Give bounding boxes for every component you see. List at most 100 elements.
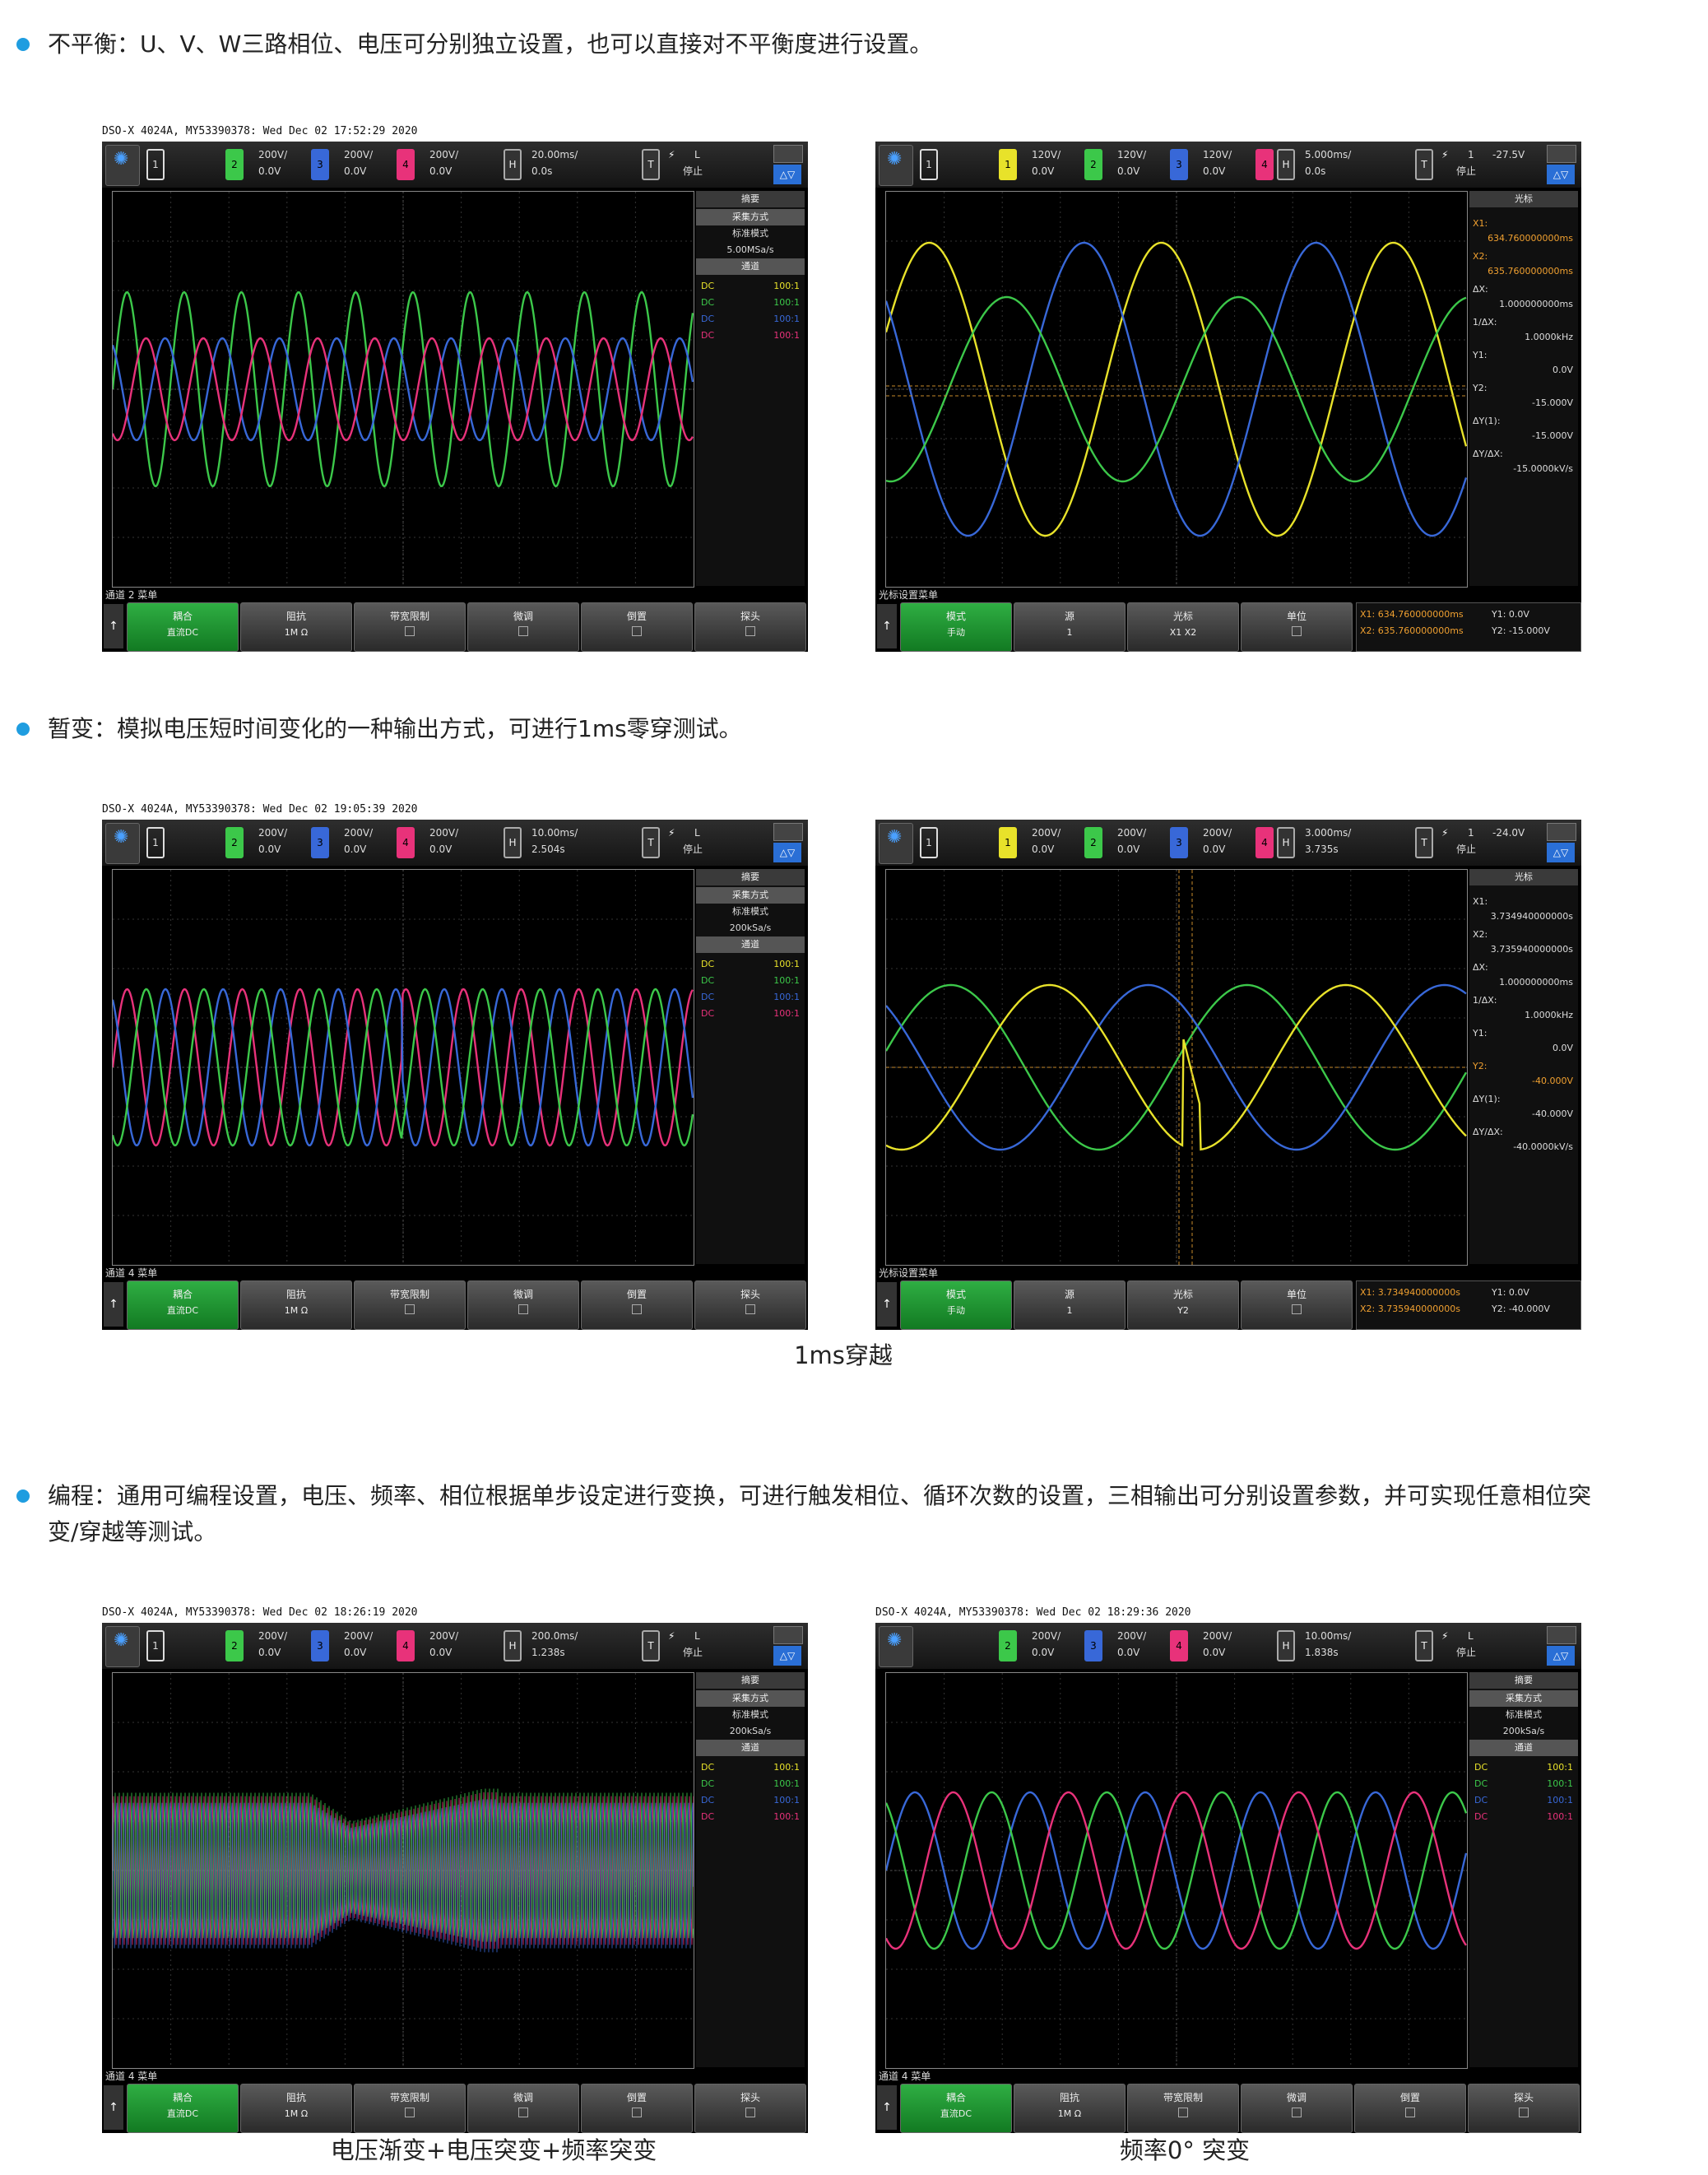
horizontal-button[interactable]: H (1277, 149, 1295, 180)
checkbox-icon[interactable] (1519, 2108, 1529, 2117)
checkbox-icon[interactable] (632, 2108, 642, 2117)
checkbox-icon[interactable] (405, 626, 415, 636)
trigger-button[interactable]: T (1415, 149, 1433, 180)
softkey-button[interactable]: 光标 X1 X2 (1127, 602, 1239, 652)
channel-button[interactable]: 4 (397, 149, 415, 180)
channel-button[interactable]: 4 (1255, 827, 1274, 858)
back-arrow-icon[interactable]: ↑ (877, 604, 897, 648)
softkey-button[interactable]: 带宽限制 (354, 2084, 466, 2133)
channel-button[interactable]: 3 (1170, 827, 1188, 858)
softkey-button[interactable]: 微调 (1241, 2084, 1353, 2133)
trigger-button[interactable]: T (1415, 1630, 1433, 1661)
checkbox-icon[interactable] (1292, 1304, 1302, 1314)
channel-button[interactable]: 2 (1084, 149, 1102, 180)
channel-button[interactable]: 2 (225, 827, 244, 858)
channel-button[interactable]: 3 (1170, 149, 1188, 180)
checkbox-icon[interactable] (632, 626, 642, 636)
trigger-button[interactable]: T (1415, 827, 1433, 858)
checkbox-icon[interactable] (745, 2108, 755, 2117)
softkey-button[interactable]: 耦合 直流DC (127, 1280, 239, 1330)
checkbox-icon[interactable] (405, 2108, 415, 2117)
horizontal-button[interactable]: H (504, 827, 522, 858)
softkey-button[interactable]: 单位 (1241, 602, 1353, 652)
waveform-icon[interactable]: △▽ (773, 843, 801, 862)
softkey-button[interactable]: 倒置 (581, 1280, 693, 1330)
waveform-icon[interactable]: △▽ (1547, 1646, 1575, 1666)
channel-button[interactable]: 2 (1084, 827, 1102, 858)
back-arrow-icon[interactable]: ↑ (104, 2085, 123, 2130)
softkey-button[interactable]: 微调 (467, 1280, 579, 1330)
channel-button[interactable]: 1 (920, 827, 938, 858)
softkey-button[interactable]: 带宽限制 (1127, 2084, 1239, 2133)
channel-button[interactable]: 3 (311, 1630, 329, 1661)
channel-button[interactable]: 3 (311, 149, 329, 180)
horizontal-button[interactable]: H (1277, 827, 1295, 858)
back-arrow-icon[interactable]: ↑ (104, 604, 123, 648)
channel-button[interactable]: 4 (397, 1630, 415, 1661)
trigger-button[interactable]: T (642, 149, 660, 180)
softkey-button[interactable]: 阻抗 1M Ω (240, 2084, 352, 2133)
softkey-button[interactable]: 带宽限制 (354, 1280, 466, 1330)
softkey-button[interactable]: 微调 (467, 2084, 579, 2133)
back-arrow-icon[interactable]: ↑ (877, 2085, 897, 2130)
softkey-button[interactable]: 模式 手动 (900, 602, 1012, 652)
channel-button[interactable]: 2 (225, 1630, 244, 1661)
channel-button[interactable]: 2 (999, 1630, 1017, 1661)
softkey-button[interactable]: 倒置 (581, 2084, 693, 2133)
channel-button[interactable]: 1 (999, 149, 1017, 180)
softkey-button[interactable]: 耦合 直流DC (127, 2084, 239, 2133)
channel-button[interactable]: 1 (920, 149, 938, 180)
checkbox-icon[interactable] (1292, 2108, 1302, 2117)
expand-icon[interactable] (1547, 1626, 1576, 1644)
checkbox-icon[interactable] (518, 1304, 528, 1314)
waveform-icon[interactable]: △▽ (773, 165, 801, 184)
back-arrow-icon[interactable]: ↑ (877, 1282, 897, 1327)
softkey-button[interactable]: 探头 (694, 602, 806, 652)
softkey-button[interactable]: 带宽限制 (354, 602, 466, 652)
waveform-icon[interactable]: △▽ (773, 1646, 801, 1666)
waveform-icon[interactable]: △▽ (1547, 843, 1575, 862)
trigger-button[interactable]: T (642, 827, 660, 858)
checkbox-icon[interactable] (1405, 2108, 1415, 2117)
softkey-button[interactable]: 耦合 直流DC (127, 602, 239, 652)
waveform-icon[interactable]: △▽ (1547, 165, 1575, 184)
softkey-button[interactable]: 模式 手动 (900, 1280, 1012, 1330)
channel-button[interactable]: 3 (311, 827, 329, 858)
back-arrow-icon[interactable]: ↑ (104, 1282, 123, 1327)
channel-button[interactable]: 4 (1170, 1630, 1188, 1661)
channel-button[interactable]: 3 (1084, 1630, 1102, 1661)
softkey-button[interactable]: 探头 (694, 1280, 806, 1330)
channel-button[interactable]: 4 (397, 827, 415, 858)
softkey-button[interactable]: 光标 Y2 (1127, 1280, 1239, 1330)
softkey-button[interactable]: 探头 (694, 2084, 806, 2133)
softkey-button[interactable]: 微调 (467, 602, 579, 652)
horizontal-button[interactable]: H (504, 149, 522, 180)
softkey-button[interactable]: 阻抗 1M Ω (240, 602, 352, 652)
expand-icon[interactable] (773, 823, 803, 841)
channel-button[interactable]: 1 (146, 149, 165, 180)
horizontal-button[interactable]: H (504, 1630, 522, 1661)
checkbox-icon[interactable] (745, 1304, 755, 1314)
checkbox-icon[interactable] (745, 626, 755, 636)
channel-button[interactable]: 1 (999, 827, 1017, 858)
horizontal-button[interactable]: H (1277, 1630, 1295, 1661)
checkbox-icon[interactable] (1178, 2108, 1188, 2117)
channel-button[interactable]: 1 (146, 1630, 165, 1661)
checkbox-icon[interactable] (1292, 626, 1302, 636)
expand-icon[interactable] (773, 145, 803, 163)
softkey-button[interactable]: 倒置 (1354, 2084, 1466, 2133)
checkbox-icon[interactable] (405, 1304, 415, 1314)
softkey-button[interactable]: 探头 (1468, 2084, 1580, 2133)
expand-icon[interactable] (1547, 145, 1576, 163)
channel-button[interactable]: 4 (1255, 149, 1274, 180)
channel-button[interactable]: 1 (146, 827, 165, 858)
checkbox-icon[interactable] (518, 626, 528, 636)
expand-icon[interactable] (773, 1626, 803, 1644)
softkey-button[interactable]: 单位 (1241, 1280, 1353, 1330)
checkbox-icon[interactable] (518, 2108, 528, 2117)
softkey-button[interactable]: 耦合 直流DC (900, 2084, 1012, 2133)
trigger-button[interactable]: T (642, 1630, 660, 1661)
softkey-button[interactable]: 阻抗 1M Ω (1014, 2084, 1126, 2133)
